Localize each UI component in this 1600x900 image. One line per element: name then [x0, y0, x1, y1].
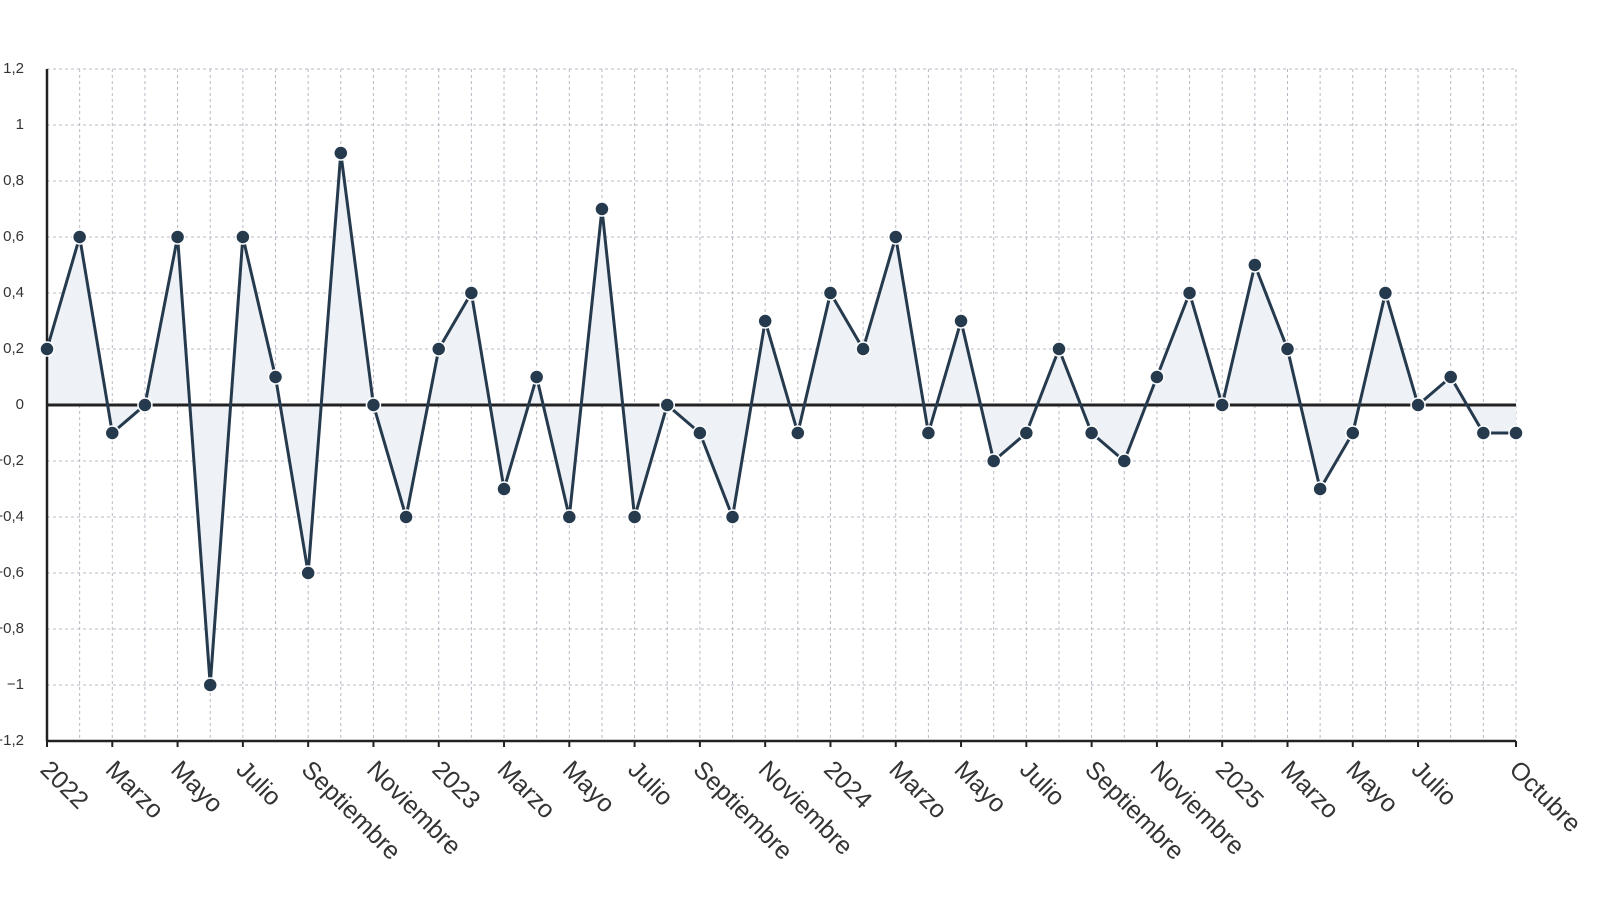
- y-tick-label: −0,6: [0, 564, 24, 581]
- data-point: [398, 509, 414, 525]
- data-point: [300, 565, 316, 581]
- data-point: [267, 369, 284, 385]
- data-point: [1018, 425, 1035, 441]
- data-point: [528, 369, 545, 385]
- x-tick-label: 2023: [426, 755, 485, 814]
- data-point: [39, 341, 55, 357]
- y-tick-label: 0: [16, 396, 24, 413]
- data-point: [790, 425, 806, 441]
- data-point: [626, 509, 643, 525]
- y-tick-label: 1,2: [3, 60, 24, 77]
- x-tick-label: Octubre: [1504, 755, 1587, 838]
- data-point: [985, 453, 1002, 469]
- y-tick-label: 0,6: [3, 228, 24, 245]
- data-point: [430, 341, 447, 357]
- data-point: [104, 425, 121, 441]
- y-tick-label: 0,4: [3, 284, 24, 301]
- data-point: [822, 285, 839, 301]
- data-point: [953, 313, 969, 329]
- data-point: [1442, 369, 1459, 385]
- x-tick-label: Mayo: [949, 755, 1012, 818]
- y-tick-label: 0,8: [3, 172, 24, 189]
- data-point: [1083, 425, 1100, 441]
- data-point: [1377, 285, 1394, 301]
- data-point: [169, 229, 186, 245]
- data-point: [235, 229, 251, 245]
- data-point: [1149, 369, 1165, 385]
- x-tick-label: Marzo: [100, 755, 169, 824]
- x-tick-label: Julio: [231, 755, 287, 811]
- data-point: [1279, 341, 1296, 357]
- data-point: [855, 341, 871, 357]
- x-tick-label: Marzo: [492, 755, 561, 824]
- y-tick-label: −0,4: [0, 508, 24, 525]
- x-tick-label: Julio: [1406, 755, 1462, 811]
- x-tick-label: Julio: [1014, 755, 1070, 811]
- data-point: [202, 677, 218, 693]
- data-point: [71, 229, 88, 245]
- y-tick-label: −0,8: [0, 620, 24, 637]
- data-point: [1247, 257, 1263, 273]
- data-point: [333, 145, 349, 161]
- data-point: [496, 481, 512, 497]
- y-tick-label: −1: [7, 676, 24, 693]
- series-line: [45, 151, 1516, 687]
- x-tick-label: Marzo: [1275, 755, 1344, 824]
- data-point: [137, 397, 153, 413]
- area: [47, 153, 1516, 685]
- data-point: [757, 313, 773, 329]
- data-point: [1181, 285, 1198, 301]
- data-point: [724, 509, 741, 525]
- x-tick-label: Julio: [622, 755, 678, 811]
- data-point: [692, 425, 708, 441]
- y-tick-label: −1,2: [0, 732, 24, 749]
- data-point: [1345, 425, 1361, 441]
- data-point: [1214, 397, 1230, 413]
- x-tick-label: Mayo: [165, 755, 228, 818]
- y-tick-label: 1: [16, 116, 24, 133]
- x-tick-label: Marzo: [884, 755, 953, 824]
- data-point: [365, 397, 382, 413]
- data-point: [561, 509, 578, 525]
- data-point: [888, 229, 904, 245]
- data-point: [1051, 341, 1067, 357]
- data-point: [920, 425, 937, 441]
- x-tick-label: 2022: [35, 755, 94, 814]
- data-point: [659, 397, 675, 413]
- y-tick-label: 0,2: [3, 340, 24, 357]
- data-point: [594, 201, 610, 217]
- data-point: [1116, 453, 1133, 469]
- data-point: [463, 285, 480, 301]
- x-tick-label: 2024: [818, 755, 877, 814]
- data-point: [1508, 425, 1524, 441]
- data-point: [1475, 425, 1492, 441]
- data-point: [1312, 481, 1328, 497]
- x-tick-label: Mayo: [1341, 755, 1404, 818]
- x-tick-label: 2025: [1210, 755, 1269, 814]
- y-tick-label: −0,2: [0, 452, 24, 469]
- x-tick-label: Mayo: [557, 755, 620, 818]
- data-point: [1410, 397, 1426, 413]
